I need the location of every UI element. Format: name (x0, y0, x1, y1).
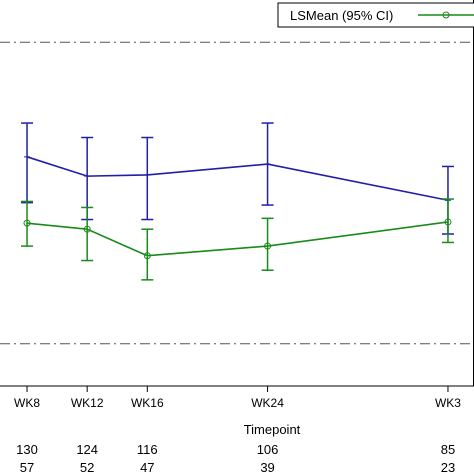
series-2 (21, 198, 454, 281)
n-at-risk-value: 57 (20, 460, 34, 474)
data-point (23, 219, 31, 227)
n-at-risk-value: 52 (80, 460, 94, 474)
x-tick-label: WK24 (251, 396, 284, 410)
data-point (444, 218, 452, 226)
series-2-line (26, 221, 449, 257)
data-point (24, 153, 31, 160)
x-tick-label: WK3 (435, 396, 461, 410)
n-at-risk-value: 23 (441, 460, 455, 474)
n-at-risk-value: 116 (137, 442, 158, 457)
legend-box (277, 2, 474, 28)
n-at-risk-value: 130 (16, 442, 38, 457)
reference-lines (0, 41, 474, 345)
plot-area (0, 0, 474, 387)
n-at-risk-value: 124 (76, 442, 98, 457)
x-tick-label: WK12 (71, 396, 104, 410)
x-axis-title: Timepoint (244, 422, 301, 437)
n-at-risk-table: 130 124 116 106 85 57 52 47 39 23 (16, 442, 455, 474)
series-1 (21, 122, 454, 235)
data-point (264, 161, 271, 168)
n-at-risk-value: 39 (260, 460, 274, 474)
n-at-risk-value: 47 (140, 460, 154, 474)
legend: LSMean (95% CI) (277, 2, 474, 28)
data-point (143, 252, 151, 260)
x-tick-label: WK8 (14, 396, 40, 410)
n-at-risk-value: 106 (257, 442, 279, 457)
data-point (84, 173, 91, 180)
data-point (83, 225, 91, 233)
x-ticks: WK8 WK12 WK16 WK24 WK3 (14, 386, 461, 410)
series-1-line (26, 156, 449, 202)
series-layer (21, 122, 454, 281)
data-point (264, 242, 272, 250)
x-tick-label: WK16 (131, 396, 164, 410)
data-point (144, 171, 151, 178)
legend-label: LSMean (95% CI) (290, 8, 393, 23)
n-at-risk-value: 85 (441, 442, 455, 457)
legend-marker-sample (442, 11, 450, 19)
